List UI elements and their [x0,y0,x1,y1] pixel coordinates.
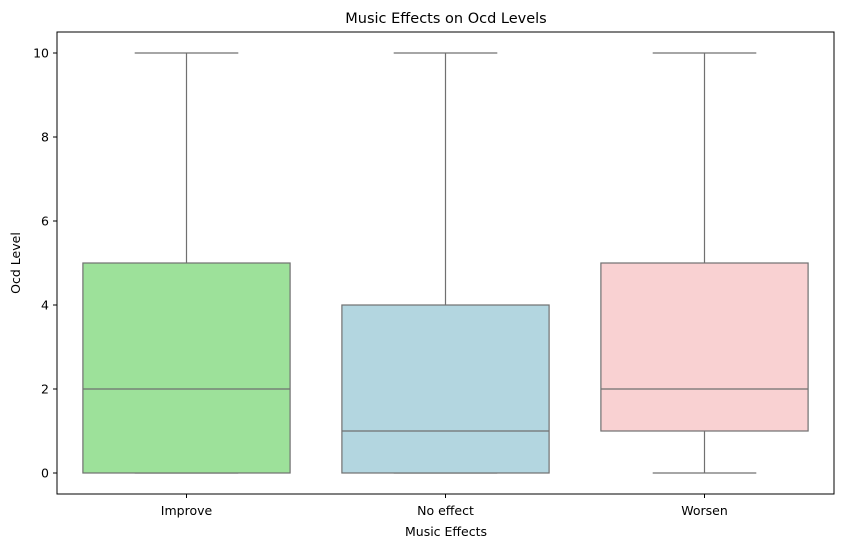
box-group-worsen [600,52,809,474]
y-tick-label: 10 [33,46,49,61]
x-tick-label: Improve [161,503,213,518]
y-tick-label: 8 [41,130,49,145]
y-tick-label: 0 [41,466,49,481]
box-group-no-effect [341,52,550,474]
chart-title: Music Effects on Ocd Levels [345,11,546,27]
y-axis-label: Ocd Level [8,232,23,294]
iqr-box [82,262,291,474]
y-tick-label: 4 [41,298,49,313]
box-group-improve [82,52,291,474]
y-tick-label: 2 [41,382,49,397]
iqr-box [341,304,550,474]
y-tick-label: 6 [41,214,49,229]
x-tick-label: Worsen [681,503,728,518]
x-tick-label: No effect [417,503,474,518]
iqr-box [600,262,809,432]
x-axis-label: Music Effects [405,524,487,539]
plot-frame [56,31,835,495]
